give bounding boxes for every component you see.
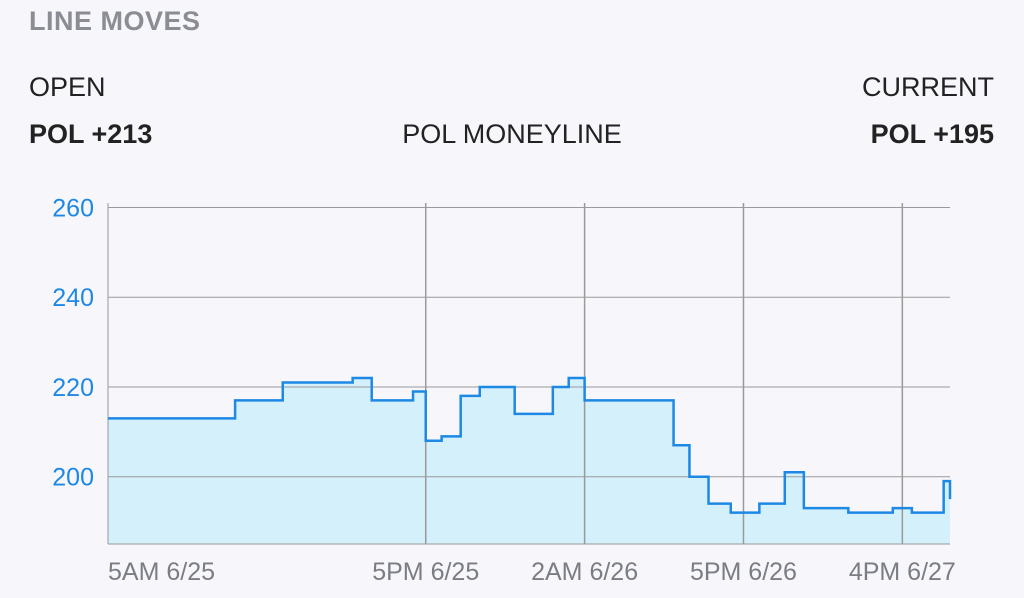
area-fill: [108, 377, 950, 544]
x-tick-label-4: 4PM 6/27: [849, 558, 956, 586]
y-tick-label-200: 200: [52, 464, 94, 492]
x-tick-label-1: 5PM 6/25: [372, 558, 479, 586]
section-title: LINE MOVES: [29, 6, 201, 36]
y-tick-label-220: 220: [52, 374, 94, 402]
x-tick-label-2: 2AM 6/26: [531, 558, 638, 586]
x-tick-label-0: 5AM 6/25: [108, 558, 215, 586]
current-label: CURRENT: [862, 72, 994, 102]
y-tick-label-260: 260: [52, 194, 94, 222]
market-label: POL MONEYLINE: [402, 119, 622, 149]
open-label: OPEN: [29, 72, 106, 102]
series-line: [108, 376, 952, 514]
x-tick-label-3: 5PM 6/26: [690, 558, 797, 586]
open-value: POL +213: [29, 119, 153, 149]
current-value: POL +195: [870, 119, 994, 149]
y-tick-label-240: 240: [52, 284, 94, 312]
